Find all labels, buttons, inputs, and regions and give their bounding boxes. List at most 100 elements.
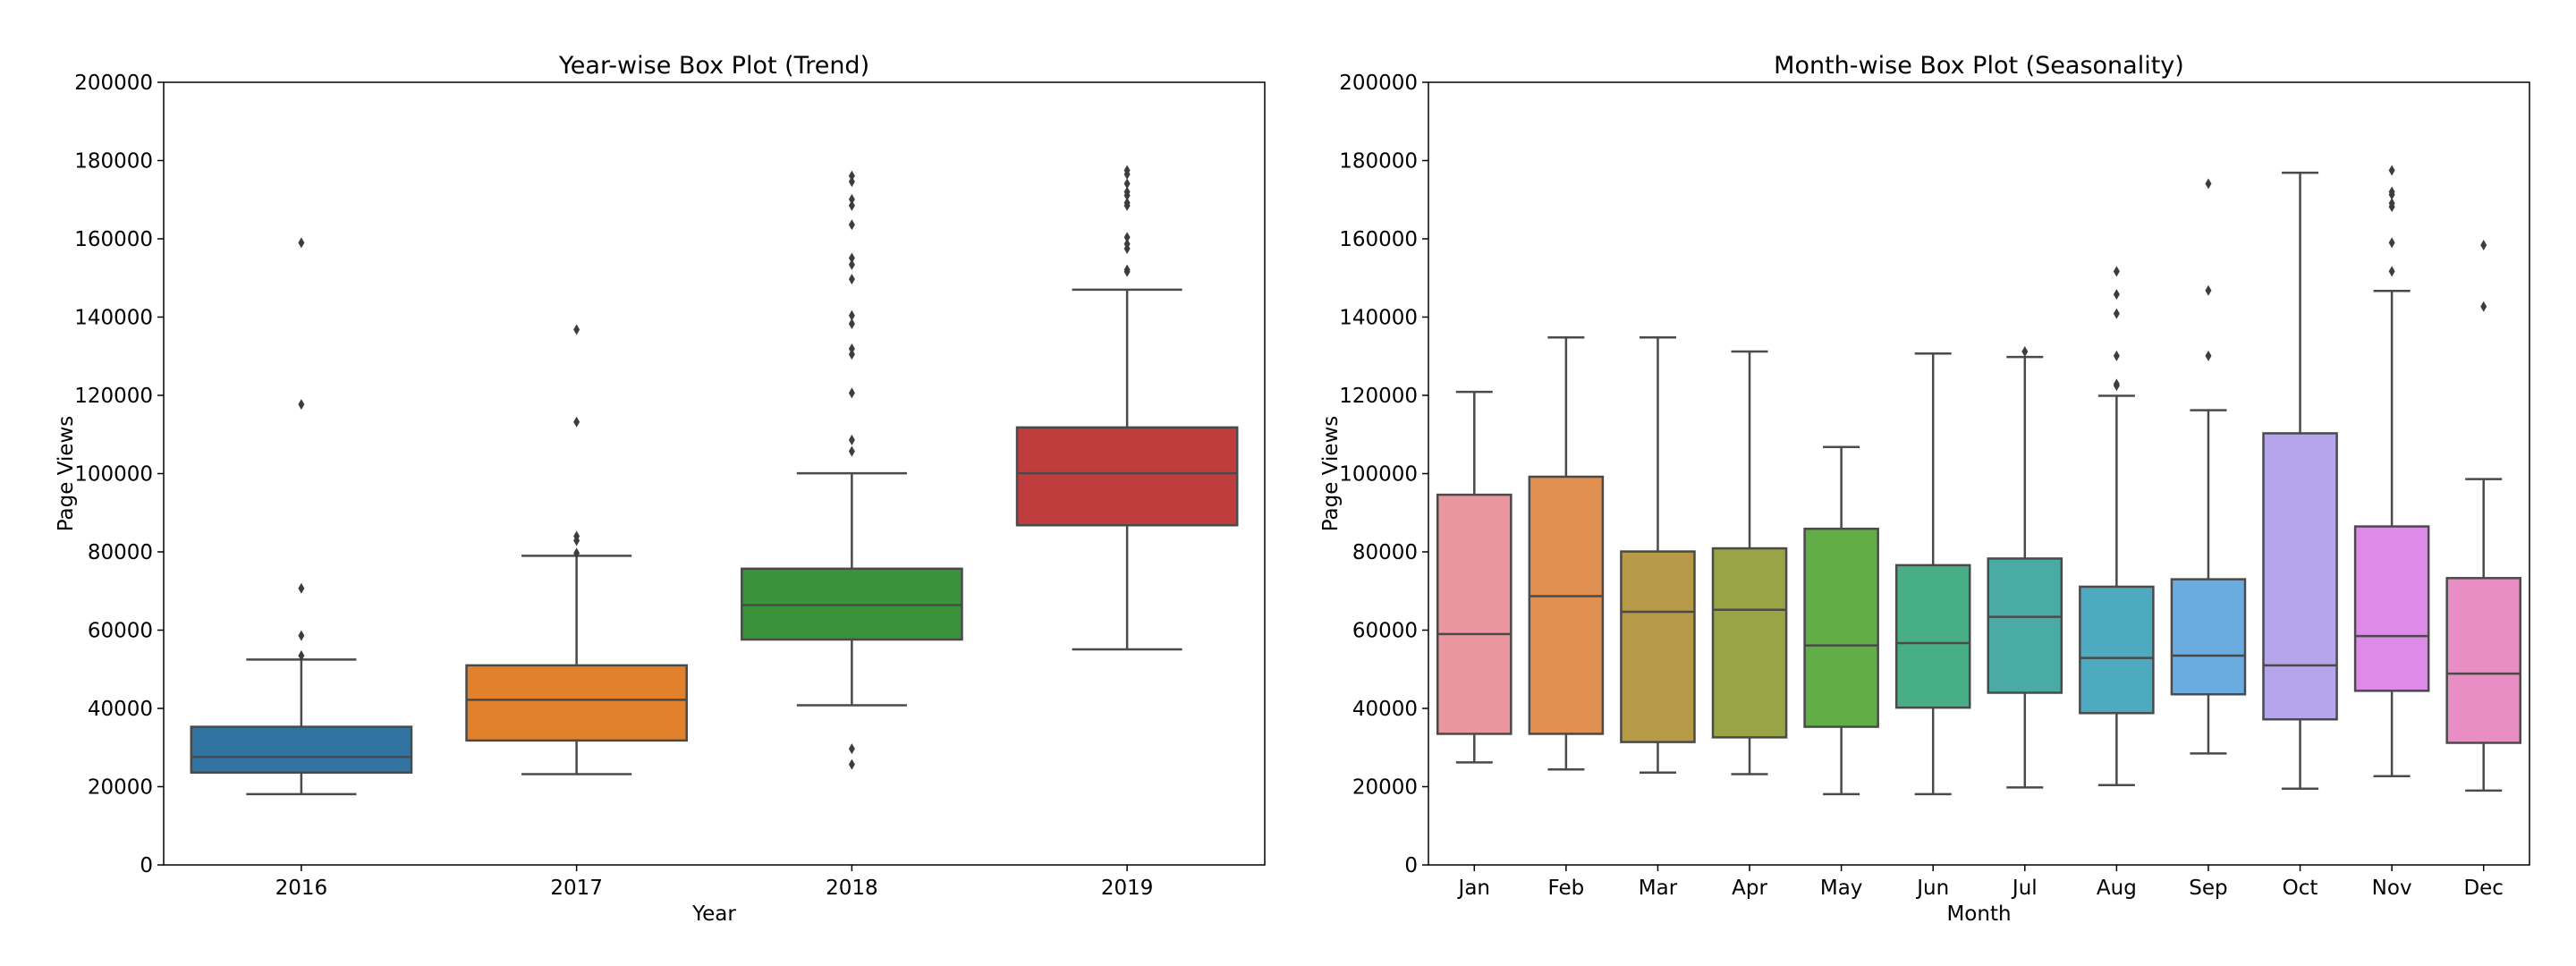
y-tick-label: 20000 (1352, 776, 1418, 800)
y-tick-label: 20000 (88, 776, 153, 800)
x-tick-label: 2019 (1101, 877, 1154, 900)
y-tick-label: 60000 (88, 620, 153, 643)
outlier-point (848, 349, 855, 360)
axes-frame (163, 81, 1266, 866)
y-tick-label: 100000 (74, 463, 153, 487)
iqr-box (1711, 547, 1788, 739)
y-axis-label: Page Views (1319, 416, 1343, 532)
outlier-point (2388, 165, 2395, 176)
iqr-box (1803, 527, 1879, 728)
outlier-point (2205, 284, 2212, 296)
x-tick-label: Feb (1548, 877, 1585, 900)
x-tick-label: Aug (2097, 877, 2137, 900)
y-tick-label: 180000 (74, 150, 153, 174)
outlier-point (1123, 264, 1131, 275)
iqr-box (1015, 426, 1239, 527)
outlier-point (848, 199, 855, 211)
outlier-point (1123, 232, 1131, 243)
outlier-point (848, 219, 855, 231)
iqr-box (1894, 564, 1971, 709)
box-Jun (1894, 352, 1971, 796)
outlier-point (298, 649, 305, 661)
outlier-point (848, 343, 855, 354)
outlier-point (2388, 186, 2395, 198)
outlier-point (848, 258, 855, 270)
outlier-point (573, 324, 580, 335)
outlier-point (2113, 266, 2120, 277)
iqr-box (2170, 578, 2247, 696)
outlier-point (298, 582, 305, 594)
outlier-point (848, 193, 855, 205)
y-tick-label: 80000 (88, 541, 153, 564)
x-tick-label: Mar (1639, 877, 1678, 900)
iqr-box (1987, 557, 2063, 694)
x-tick-label: 2016 (275, 877, 328, 900)
iqr-box (2262, 432, 2338, 721)
x-tick-label: Oct (2283, 877, 2318, 900)
outlier-point (848, 318, 855, 329)
outlier-point (573, 547, 580, 559)
y-tick-label: 140000 (74, 307, 153, 330)
y-tick-label: 160000 (74, 228, 153, 251)
outlier-point (573, 530, 580, 542)
iqr-box (1620, 550, 1696, 743)
outlier-point (848, 170, 855, 182)
x-tick-label: Jul (2011, 877, 2038, 900)
x-tick-label: Jan (1457, 877, 1490, 900)
y-tick-label: 200000 (1339, 72, 1418, 95)
box-Dec (2445, 240, 2521, 792)
outlier-point (848, 176, 855, 188)
box-Mar (1620, 336, 1696, 774)
x-tick-label: Apr (1732, 877, 1767, 900)
iqr-box (190, 725, 413, 774)
y-tick-label: 60000 (1352, 620, 1418, 643)
outlier-point (2205, 350, 2212, 361)
outlier-point (573, 416, 580, 428)
outlier-point (1123, 165, 1131, 176)
outlier-point (848, 387, 855, 399)
outlier-point (1123, 186, 1131, 198)
box-Oct (2262, 171, 2338, 790)
outlier-point (2021, 346, 2029, 357)
outlier-point (298, 630, 305, 641)
iqr-box (2079, 585, 2155, 715)
iqr-box (1528, 475, 1605, 735)
x-tick-label: Nov (2372, 877, 2412, 900)
x-axis-label: Month (1946, 902, 2011, 926)
outlier-point (1123, 238, 1131, 250)
y-tick-label: 140000 (1339, 307, 1418, 330)
y-tick-label: 100000 (1339, 463, 1418, 487)
outlier-point (2388, 266, 2395, 277)
x-tick-label: 2018 (826, 877, 878, 900)
outlier-point (2480, 240, 2487, 250)
box-2017 (465, 324, 688, 775)
month-wise-box-plot: 0 20000 40000 60000 80000 100000 120000 140000 1… (1319, 52, 2530, 926)
y-tick-label: 40000 (88, 698, 153, 721)
axes-frame (1428, 81, 2530, 866)
iqr-box (2353, 525, 2430, 692)
iqr-box (465, 664, 688, 742)
y-tick-label: 80000 (1352, 541, 1418, 564)
outlier-point (2113, 308, 2120, 319)
outlier-point (848, 309, 855, 321)
y-tick-label: 0 (1404, 854, 1418, 877)
outlier-point (298, 237, 305, 249)
x-axis-label: Year (691, 902, 736, 926)
y-tick-label: 160000 (1339, 228, 1418, 251)
outlier-point (848, 743, 855, 755)
box-Apr (1711, 350, 1788, 775)
x-tick-label: Jun (1915, 877, 1949, 900)
outlier-point (2113, 350, 2120, 361)
box-2016 (190, 237, 413, 796)
box-2018 (741, 170, 963, 770)
chart-title: Year-wise Box Plot (Trend) (558, 52, 869, 80)
outlier-point (2205, 178, 2212, 190)
y-tick-label: 120000 (1339, 385, 1418, 408)
outlier-point (848, 758, 855, 770)
box-Feb (1528, 336, 1605, 771)
box-Nov (2353, 165, 2430, 777)
x-tick-label: May (1820, 877, 1863, 900)
outlier-point (848, 434, 855, 445)
outlier-point (2388, 198, 2395, 209)
